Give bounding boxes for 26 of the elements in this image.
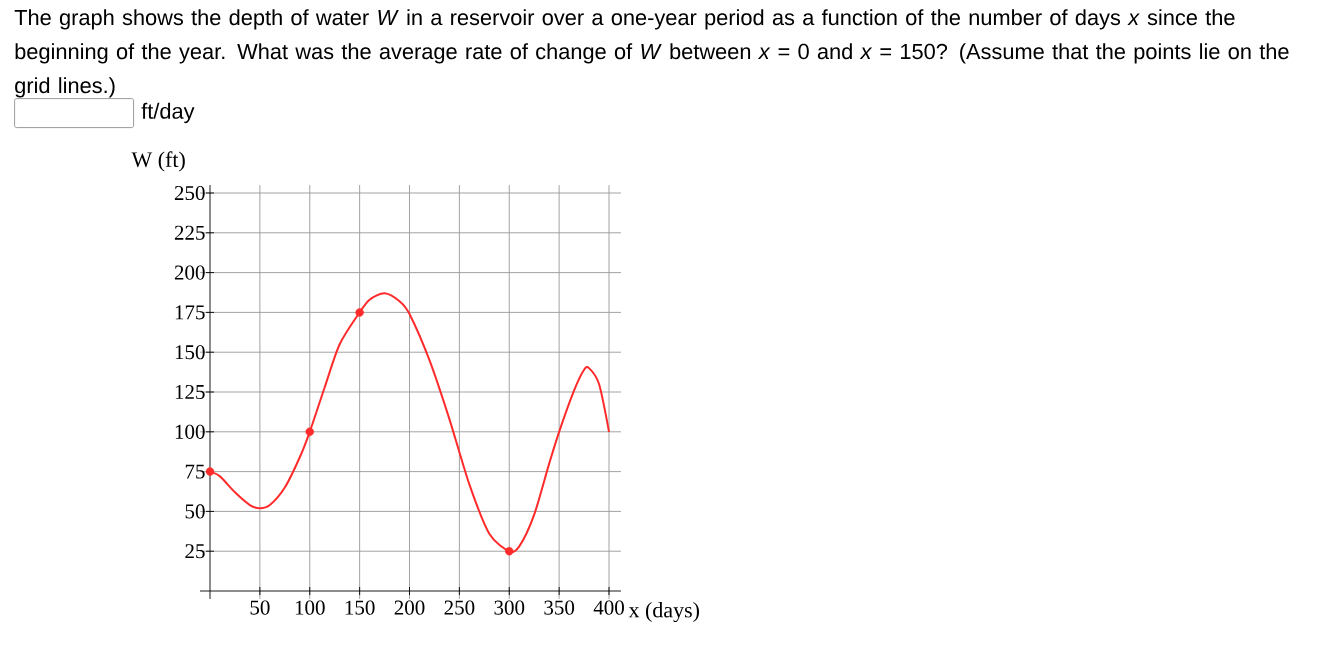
y-tick-label: 175 [175,305,205,320]
point [205,467,215,476]
x-tick-label: 200 [394,600,425,615]
y-tick-label: 225 [174,225,205,240]
x-tick-label: 100 [295,600,325,615]
y-tick-label: 50 [185,504,205,519]
x-tick-label: 300 [494,600,525,615]
point [305,427,314,437]
y-tick-label: 250 [174,185,205,201]
x-tick-label: 350 [544,600,575,615]
y-tick-label: 100 [175,424,205,439]
y-tick-label: 75 [185,464,205,479]
x-tick-label: 50 [250,600,270,615]
x-tick-label: 250 [444,600,475,615]
y-axis-title: W (ft) [131,151,185,172]
text: ft/day [141,102,195,124]
y-tick-label: 125 [175,384,205,400]
point [505,547,514,556]
point [355,308,364,317]
y-tick-label: 150 [175,345,205,360]
chart-title: The graph shows the depth of water W in a reservoir over a one-year period as a function of the number of days x since the beginning of the year. What was the average rate of change of W between x = 0 and x = 150? (Assume that the points lie on the grid lines.) [14,9,1289,98]
x-tick-label: 150 [345,600,375,615]
x-tick-label: 400 [593,600,624,615]
y-tick-label: 25 [185,544,205,559]
y-tick-label: 200 [174,265,205,280]
x-axis-title: x (days) [628,602,700,623]
